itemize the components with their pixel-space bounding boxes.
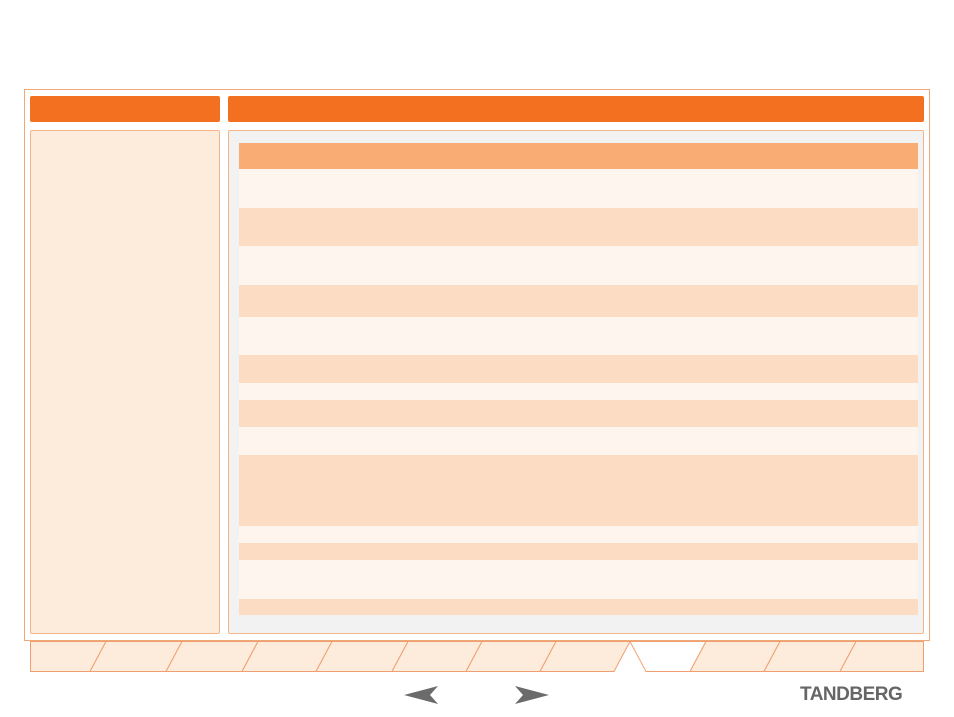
brand-logo: TANDBERG (800, 684, 903, 705)
table-row (239, 208, 918, 246)
table-row (239, 383, 918, 400)
table-header-row (239, 143, 918, 169)
table-row (239, 599, 918, 615)
table-row (239, 455, 918, 526)
section-tab-8[interactable] (539, 641, 631, 672)
table-row (239, 560, 918, 599)
table-row (239, 427, 918, 455)
table-row (239, 400, 918, 427)
section-tab-2[interactable] (89, 641, 183, 672)
table-row (239, 317, 918, 355)
sidebar-panel (30, 130, 220, 634)
table-row (239, 355, 918, 383)
left-arrow-icon (404, 686, 438, 704)
section-tab-12[interactable] (839, 641, 924, 672)
table-row (239, 526, 918, 543)
previous-page-button[interactable] (404, 686, 438, 709)
sidebar-header-bar (30, 96, 220, 122)
right-arrow-icon (515, 686, 549, 704)
table-row (239, 543, 918, 560)
table-row (239, 285, 918, 317)
next-page-button[interactable] (515, 686, 549, 709)
table-row (239, 169, 918, 208)
section-tabs (30, 641, 924, 673)
table-row (239, 246, 918, 285)
main-header-bar (228, 96, 924, 122)
